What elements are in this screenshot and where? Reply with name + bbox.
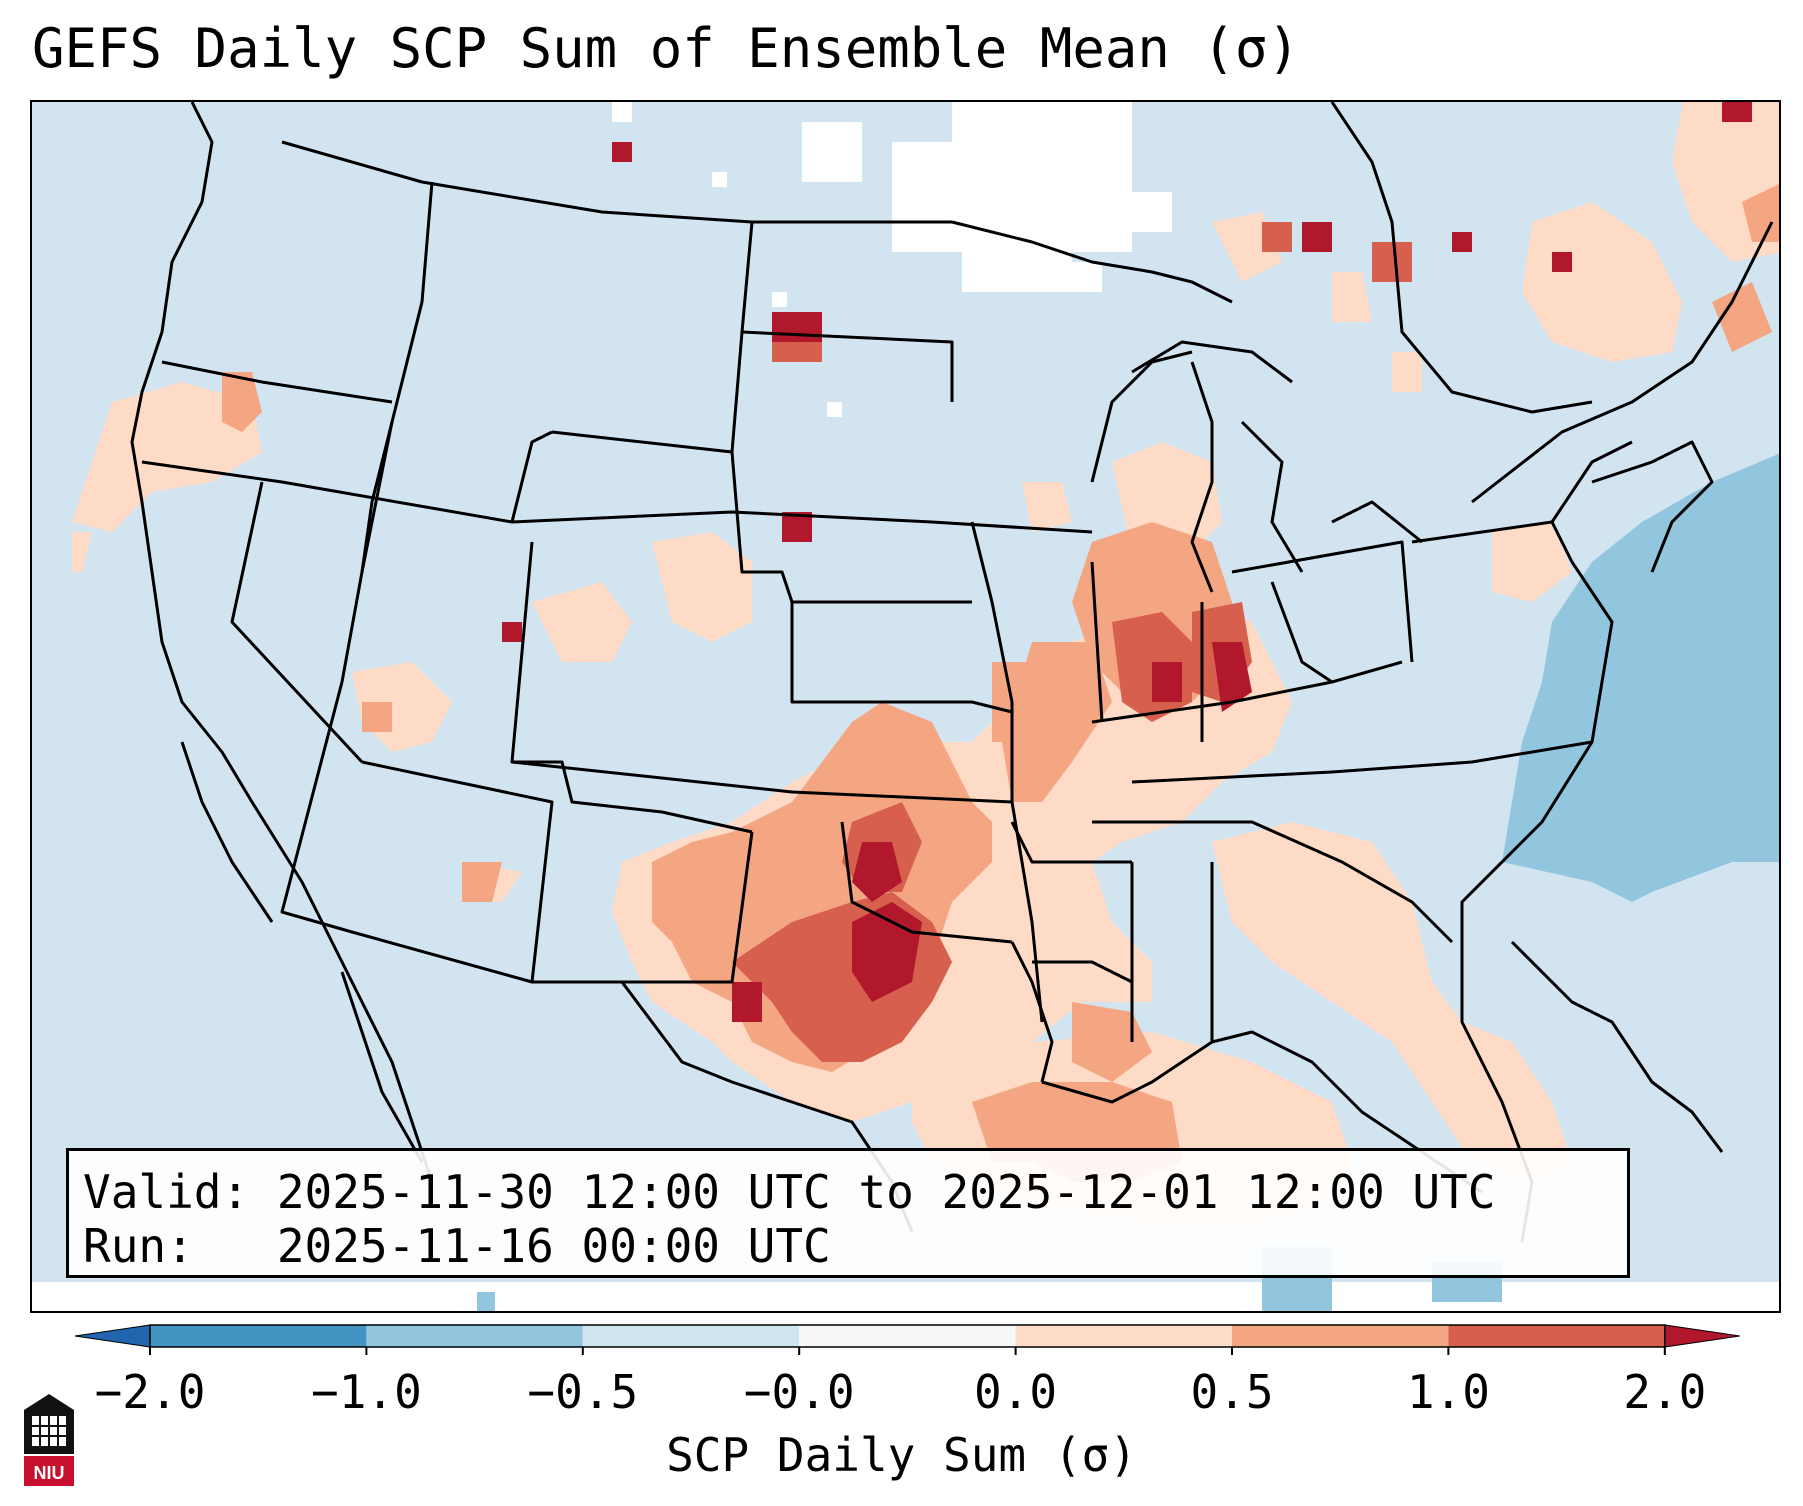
colorbar-tick-label: 2.0	[1623, 1365, 1707, 1419]
colorbar-tick-label: 0.0	[974, 1365, 1058, 1419]
colorbar-tick-label: −0.0	[743, 1365, 855, 1419]
niu-logo: NIU	[24, 1394, 74, 1486]
colorbar-bin	[799, 1325, 1016, 1347]
colorbar-bin	[1232, 1325, 1449, 1347]
map-panel	[30, 100, 1781, 1313]
light-red-region	[72, 102, 1779, 1222]
run-time-line: Run: 2025-11-16 00:00 UTC	[83, 1219, 831, 1273]
colorbar-label: SCP Daily Sum (σ)	[666, 1428, 1137, 1482]
colorbar-over-extension	[1664, 1324, 1740, 1348]
colorbar-bin	[1448, 1325, 1665, 1347]
valid-time-line: Valid: 2025-11-30 12:00 UTC to 2025-12-0…	[83, 1165, 1496, 1219]
logo-text: NIU	[34, 1463, 65, 1483]
colorbar-tick-label: 0.5	[1190, 1365, 1274, 1419]
colorbar-outline	[149, 1324, 1666, 1348]
scp-field-map	[32, 102, 1779, 1311]
colorbar-bin	[1015, 1325, 1232, 1347]
colorbar-bin	[150, 1325, 367, 1347]
colorbar-tick-label: −2.0	[94, 1365, 206, 1419]
validity-info-box: Valid: 2025-11-30 12:00 UTC to 2025-12-0…	[66, 1148, 1630, 1278]
colorbar-under-extension	[74, 1324, 151, 1348]
colorbar	[74, 1324, 1740, 1355]
colorbar-tick-label: 1.0	[1406, 1365, 1490, 1419]
colorbar-bin	[366, 1325, 583, 1347]
colorbar-tick-label: −0.5	[527, 1365, 639, 1419]
colorbar-tick-label: −1.0	[311, 1365, 422, 1419]
colorbar-bin	[582, 1325, 800, 1347]
chart-title: GEFS Daily SCP Sum of Ensemble Mean (σ)	[32, 17, 1300, 80]
